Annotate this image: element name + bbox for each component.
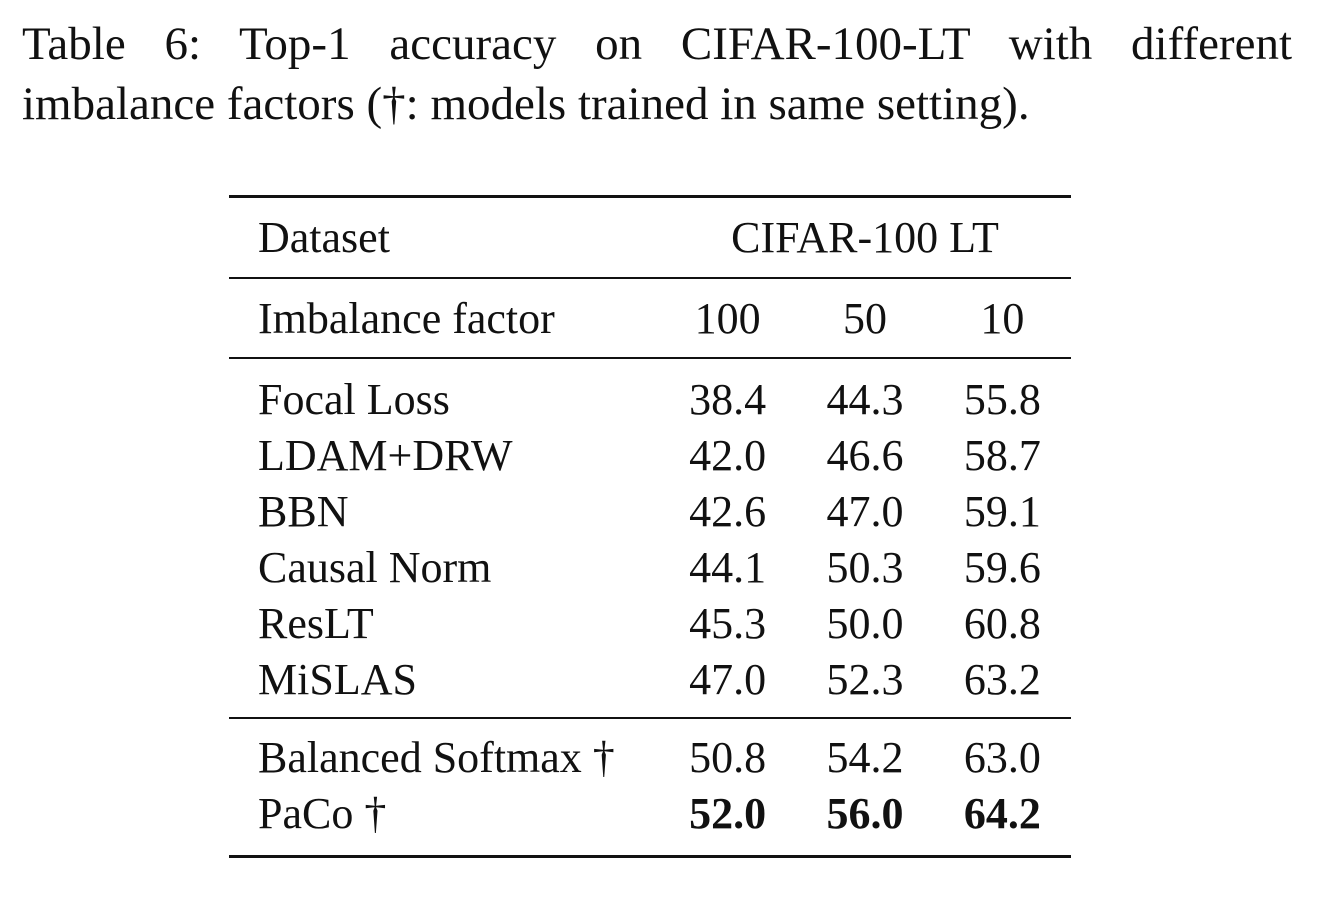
- accuracy-cell: 63.0: [963, 732, 1041, 782]
- dataset-label: Dataset: [258, 213, 390, 262]
- results-table: Dataset CIFAR-100 LT Imbalance factor 10…: [229, 195, 1071, 858]
- factor-header: 100: [694, 293, 761, 343]
- accuracy-cell: 63.2: [963, 654, 1041, 704]
- best-accuracy-cell: 64.2: [963, 788, 1041, 838]
- accuracy-cell: 50.0: [826, 598, 904, 648]
- accuracy-cell: 59.6: [963, 542, 1041, 592]
- accuracy-cell: 54.2: [826, 732, 904, 782]
- table-row: ResLT 45.3 50.0 60.8: [229, 595, 1071, 651]
- accuracy-cell: 45.3: [689, 598, 767, 648]
- caption-line-1: Table 6: Top-1 accuracy on CIFAR-100-LT …: [22, 18, 1292, 70]
- accuracy-cell: 55.8: [963, 374, 1041, 424]
- accuracy-cell: 38.4: [689, 374, 767, 424]
- accuracy-cell: 42.0: [689, 430, 767, 480]
- table-row: MiSLAS 47.0 52.3 63.2: [229, 651, 1071, 718]
- accuracy-cell: 50.3: [826, 542, 904, 592]
- accuracy-cell: 42.6: [689, 486, 767, 536]
- accuracy-cell: 52.3: [826, 654, 904, 704]
- header-row-dataset: Dataset CIFAR-100 LT: [229, 196, 1071, 278]
- best-accuracy-cell: 56.0: [826, 788, 904, 838]
- accuracy-cell: 47.0: [826, 486, 904, 536]
- method-name: LDAM+DRW: [258, 430, 513, 480]
- factor-header: 50: [842, 293, 887, 343]
- method-name: Focal Loss: [258, 374, 450, 424]
- table-row-best: PaCo † 52.0 56.0 64.2: [229, 785, 1071, 857]
- table-row: LDAM+DRW 42.0 46.6 58.7: [229, 427, 1071, 483]
- accuracy-cell: 58.7: [963, 430, 1041, 480]
- header-row-imbalance: Imbalance factor 100 50 10: [229, 278, 1071, 358]
- method-name: BBN: [258, 486, 349, 536]
- best-accuracy-cell: 52.0: [689, 788, 767, 838]
- imbalance-factor-label: Imbalance factor: [258, 293, 555, 343]
- method-name: ResLT: [258, 598, 374, 648]
- accuracy-cell: 44.1: [689, 542, 767, 592]
- method-name: Balanced Softmax †: [258, 732, 615, 782]
- accuracy-cell: 50.8: [689, 732, 767, 782]
- method-name: PaCo †: [258, 788, 387, 838]
- table-row: BBN 42.6 47.0 59.1: [229, 483, 1071, 539]
- table-caption: Table 6: Top-1 accuracy on CIFAR-100-LT …: [22, 14, 1292, 134]
- factor-header: 10: [980, 293, 1025, 343]
- accuracy-cell: 44.3: [826, 374, 904, 424]
- table-row: Focal Loss 38.4 44.3 55.8: [229, 358, 1071, 427]
- caption-line-2: imbalance factors (†: models trained in …: [22, 78, 1030, 130]
- table-row: Causal Norm 44.1 50.3 59.6: [229, 539, 1071, 595]
- accuracy-cell: 46.6: [826, 430, 904, 480]
- table-row: Balanced Softmax † 50.8 54.2 63.0: [229, 718, 1071, 785]
- method-name: Causal Norm: [258, 542, 492, 592]
- accuracy-cell: 59.1: [963, 486, 1041, 536]
- accuracy-cell: 47.0: [689, 654, 767, 704]
- dataset-value: CIFAR-100 LT: [731, 213, 999, 262]
- results-table-container: Dataset CIFAR-100 LT Imbalance factor 10…: [229, 195, 1071, 858]
- accuracy-cell: 60.8: [963, 598, 1041, 648]
- method-name: MiSLAS: [258, 654, 417, 704]
